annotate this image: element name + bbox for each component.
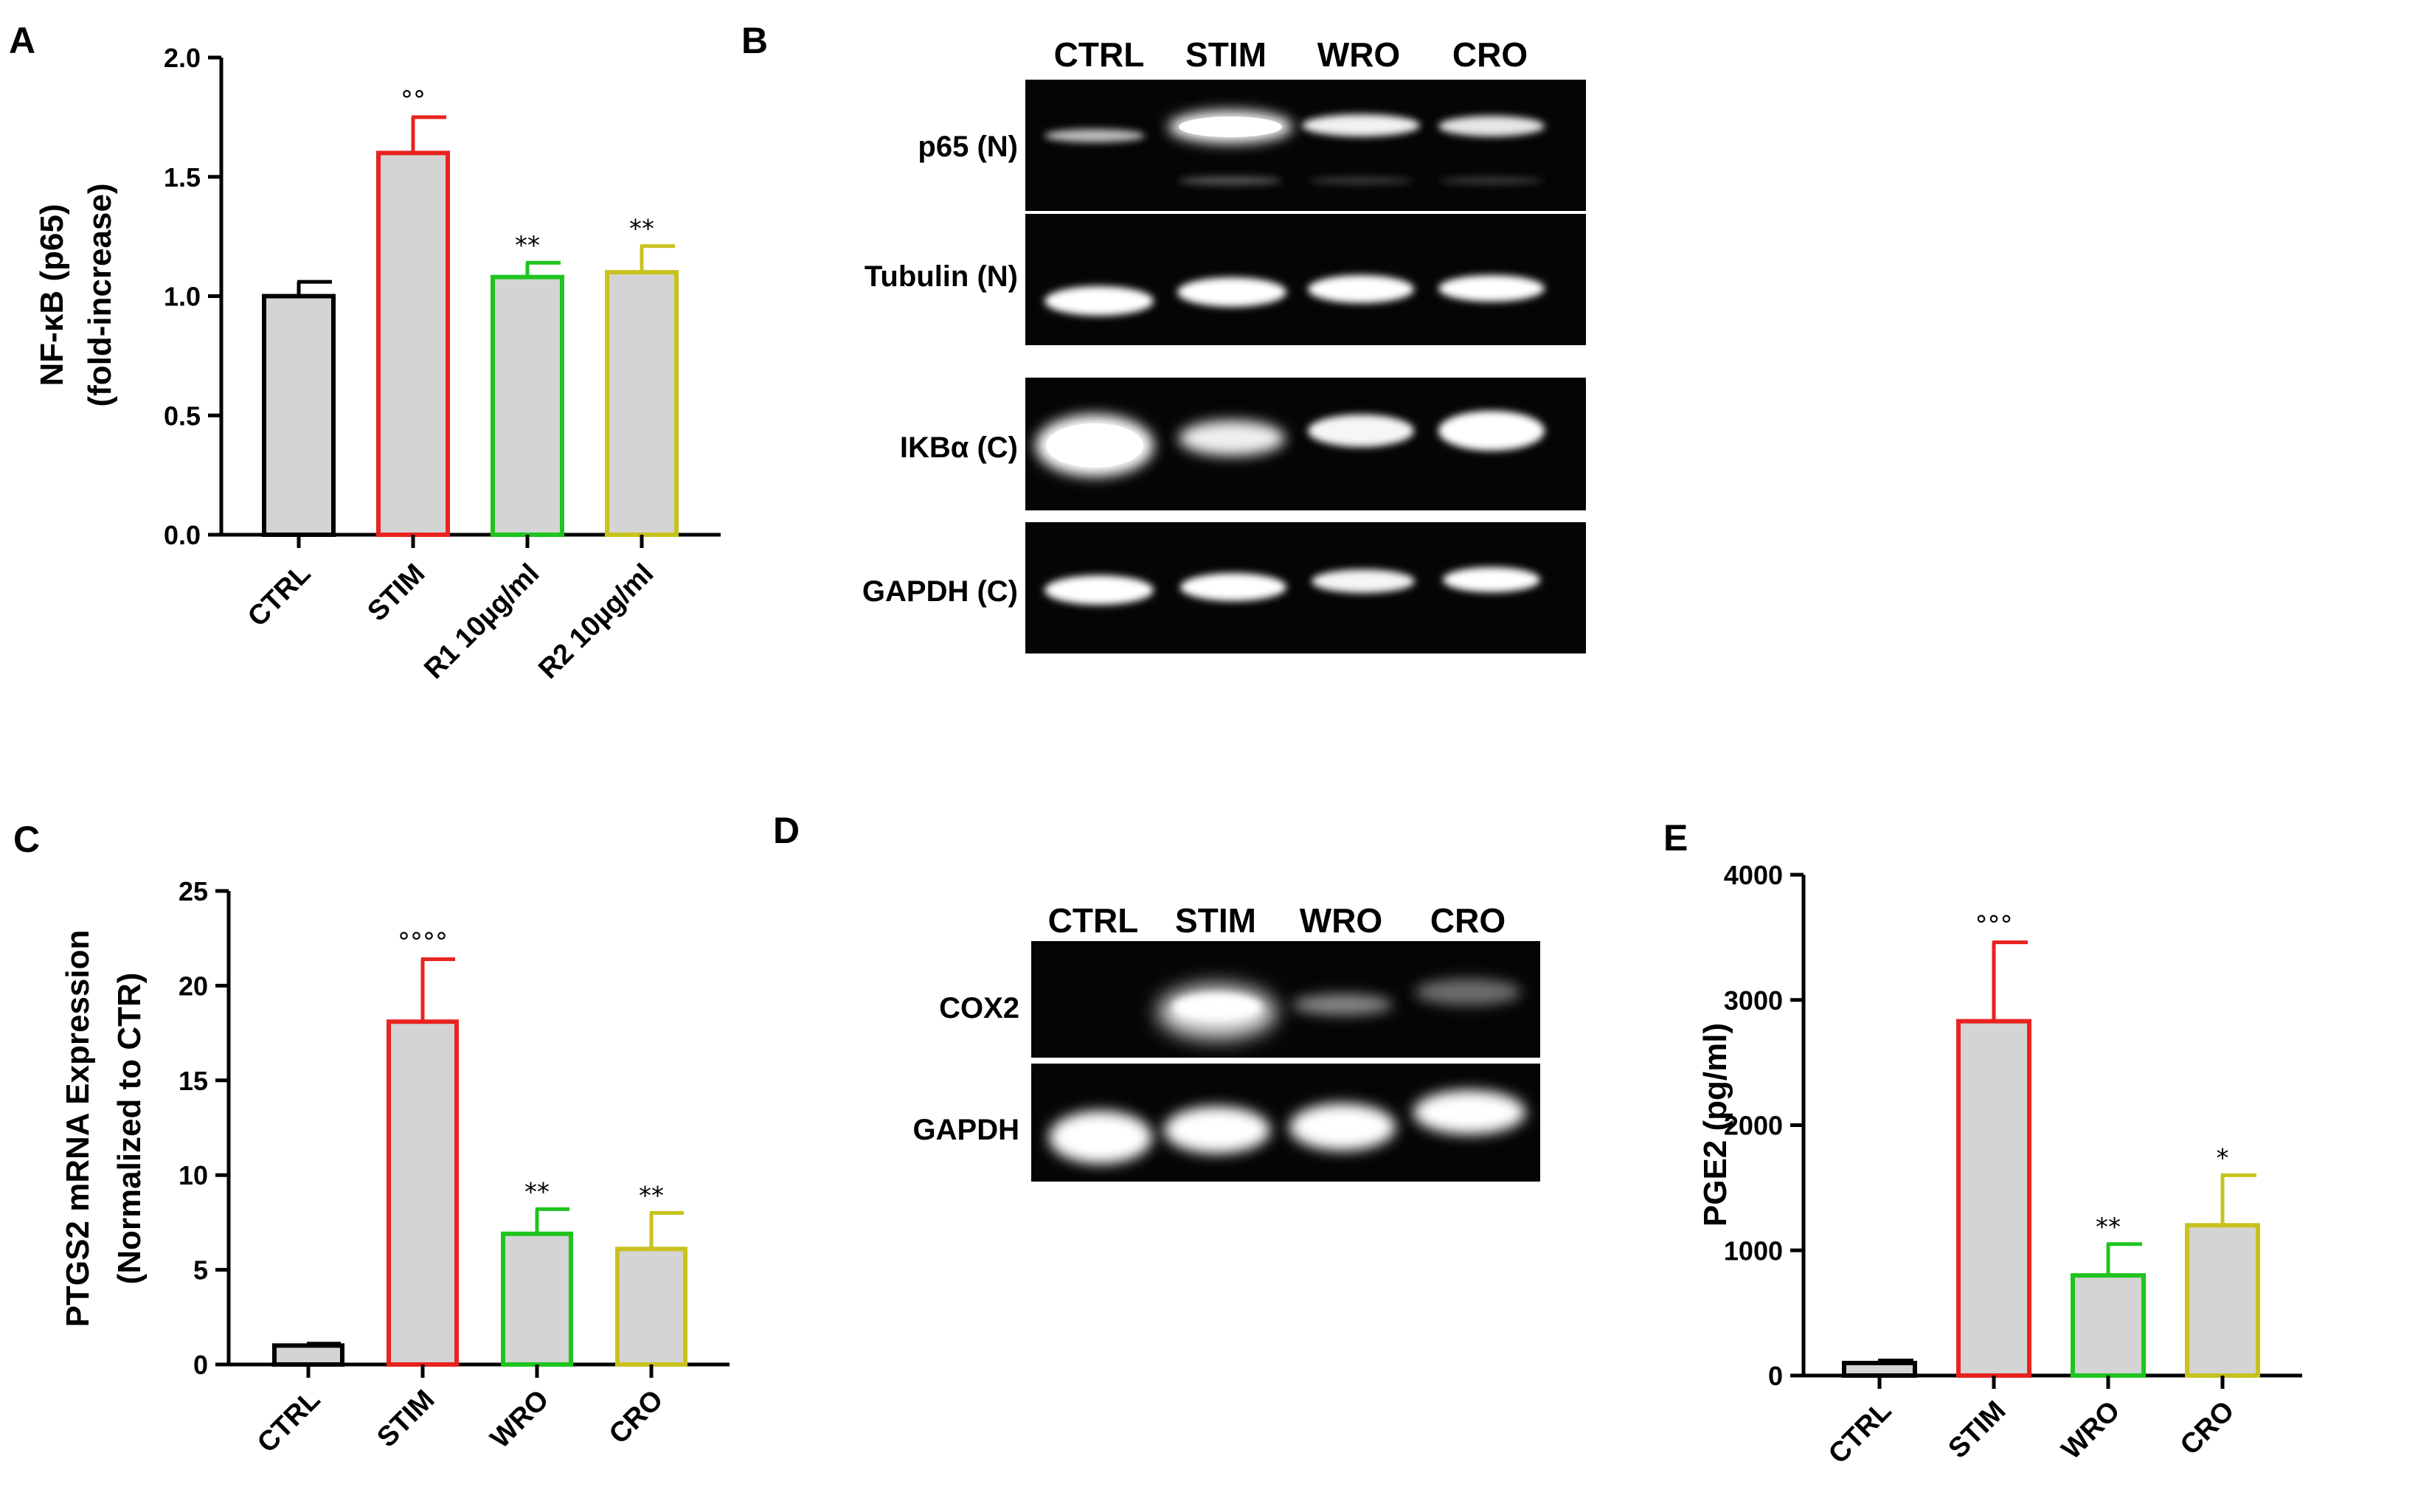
bar: [387, 1019, 459, 1367]
panel-label-e: E: [1663, 817, 1688, 859]
y-axis-title-line2: (fold-increase): [82, 183, 118, 406]
chart-c: 0 5 10 15 20 25 PTGS2 mRNA Expression (Normaliz…: [60, 876, 730, 1459]
category-label: STIM: [371, 1384, 440, 1454]
blot-b-row-p65: p65 (N): [918, 131, 1018, 163]
blot-d-lane-cro: CRO: [1430, 901, 1506, 940]
y-tick-label: 1.0: [164, 282, 201, 312]
blot-d-row-cox2: COX2: [939, 992, 1019, 1024]
significance-label: °°°: [1975, 911, 2013, 940]
y-tick-label: 3000: [1724, 985, 1783, 1016]
significance-label: °°°°: [398, 927, 448, 957]
category-label: CRO: [2175, 1395, 2240, 1461]
category-label: WRO: [485, 1384, 555, 1454]
bar: [605, 270, 679, 537]
y-tick-label: 5: [193, 1255, 208, 1286]
chart-e: 0 1000 2000 3000 4000 PGE2 (pg/ml) CTRL °°° STIM…: [1697, 860, 2302, 1470]
significance-label: **: [515, 231, 540, 260]
blot-b-bands-ikba: [1036, 411, 1545, 476]
y-tick-label: 2.0: [164, 43, 201, 73]
bar: [1842, 1361, 1917, 1379]
y-tick-label: 4000: [1724, 860, 1783, 890]
y-tick-label: 15: [179, 1066, 208, 1096]
category-label: CTRL: [252, 1384, 326, 1459]
significance-label: **: [639, 1182, 664, 1211]
panel-label-d: D: [773, 810, 800, 851]
blot-d-lane-stim: STIM: [1175, 901, 1256, 940]
blot-d-bands-cox2: [1158, 979, 1521, 1038]
y-tick-label: 1000: [1724, 1235, 1783, 1266]
y-axis-title: PGE2 (pg/ml): [1697, 1023, 1733, 1227]
panel-label-a: A: [9, 20, 35, 61]
y-tick-label: 10: [179, 1160, 208, 1190]
blot-d-bands-gapdh: [1049, 1090, 1525, 1164]
y-tick-label: 25: [179, 876, 208, 906]
blot-b-row-gapdh: GAPDH (C): [862, 575, 1018, 608]
category-label: R2 10µg/ml: [533, 558, 659, 685]
panel-label-c: C: [13, 819, 40, 860]
blot-b-lane-ctrl: CTRL: [1054, 35, 1145, 74]
significance-label: *: [2217, 1143, 2229, 1173]
blot-b-bands-tubulin: [1044, 275, 1545, 316]
y-axis-title: NF-κB (p65): [34, 204, 70, 386]
blot-b-strip-p65: [1025, 80, 1586, 211]
y-tick-label: 2000: [1724, 1111, 1783, 1141]
category-label: STIM: [361, 558, 431, 628]
y-tick-label: 0.5: [164, 400, 201, 431]
bar: [376, 150, 450, 537]
panel-label-b: B: [741, 20, 768, 61]
blot-d-lane-ctrl: CTRL: [1048, 901, 1139, 940]
blot-d-lane-wro: WRO: [1300, 901, 1382, 940]
bar: [1956, 1019, 2031, 1379]
y-tick-label: 0.0: [164, 520, 201, 550]
category-label: CTRL: [242, 558, 316, 633]
y-axis-title-line2: (Normalized to CTR): [111, 973, 148, 1285]
chart-a: 0.0 0.5 1.0 1.5 2.0 NF-κB (p65) (fold-increase…: [34, 43, 721, 685]
bar: [272, 1343, 344, 1367]
significance-label: °°: [401, 86, 426, 115]
category-label: WRO: [2056, 1395, 2126, 1466]
bar: [615, 1246, 687, 1367]
blot-b-bands-p65: [1044, 111, 1545, 185]
category-label: CTRL: [1823, 1395, 1897, 1470]
blot-b-lane-wro: WRO: [1317, 35, 1400, 74]
bar: [2185, 1223, 2260, 1379]
category-label: STIM: [1942, 1395, 2012, 1465]
blot-d-row-gapdh: GAPDH: [913, 1114, 1019, 1146]
bar: [2071, 1273, 2146, 1378]
blot-b-lane-cro: CRO: [1452, 35, 1528, 74]
y-tick-label: 20: [179, 971, 208, 1001]
significance-label: **: [629, 215, 654, 244]
bar: [501, 1231, 573, 1367]
category-label: CRO: [603, 1384, 669, 1450]
blot-b-row-tubulin: Tubulin (N): [865, 260, 1018, 293]
category-label: R1 10µg/ml: [418, 558, 545, 685]
bar: [491, 274, 564, 537]
blot-b-row-ikba: IKBα (C): [900, 431, 1018, 464]
bar: [262, 294, 336, 537]
y-tick-label: 1.5: [164, 162, 201, 193]
western-blot-b: CTRL STIM WRO CRO p65 (N) Tubulin (N) IK…: [862, 35, 1586, 653]
y-axis-title: PTGS2 mRNA Expression: [60, 930, 96, 1328]
y-tick-label: 0: [1768, 1361, 1783, 1391]
y-tick-label: 0: [193, 1350, 208, 1380]
blot-b-lane-stim: STIM: [1185, 35, 1267, 74]
western-blot-d: CTRL STIM WRO CRO COX2 GAPDH: [913, 901, 1540, 1182]
blot-b-bands-gapdh: [1044, 567, 1540, 605]
significance-label: **: [2096, 1213, 2121, 1242]
significance-label: **: [524, 1177, 550, 1207]
